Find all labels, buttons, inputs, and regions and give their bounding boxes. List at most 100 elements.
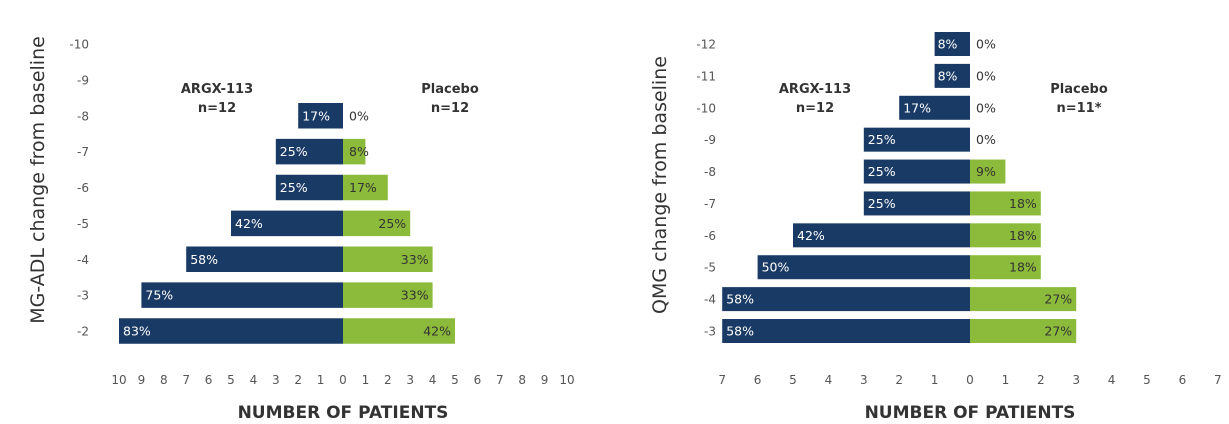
x-tick-label: 4 <box>1108 373 1116 387</box>
x-axis-title: NUMBER OF PATIENTS <box>865 403 1076 423</box>
qmg-chart: -12 -11 -10 -9 -8 -7 -6 -5 -4 -3 7 6 5 4 3 2 1 0 1 2 3 4 5 6 7 QM… <box>649 32 1222 423</box>
x-tick-label: 8 <box>160 373 168 387</box>
group-n-argx: n=12 <box>796 101 834 116</box>
bar-label-argx: 58% <box>726 292 754 307</box>
x-tick-label: 3 <box>860 373 868 387</box>
x-tick-label: 3 <box>1072 373 1080 387</box>
bar-argx <box>722 319 970 343</box>
y-tick-label: -8 <box>77 109 89 123</box>
x-tick-label: 2 <box>1037 373 1045 387</box>
x-tick-label: 7 <box>496 373 504 387</box>
bar-label-placebo: 25% <box>378 216 406 231</box>
x-tick-label: 3 <box>406 373 414 387</box>
y-tick-label: -3 <box>704 325 716 339</box>
group-n-argx: n=12 <box>198 101 236 116</box>
x-tick-label: 5 <box>227 373 235 387</box>
group-name-placebo: Placebo <box>1050 82 1108 97</box>
bar-label-placebo: 17% <box>349 180 377 195</box>
bar-label-argx: 75% <box>145 288 173 303</box>
bar-label-placebo: 0% <box>976 132 996 147</box>
x-tick-label: 1 <box>1002 373 1010 387</box>
x-tick-label: 7 <box>182 373 190 387</box>
x-tick-label: 3 <box>272 373 280 387</box>
bar-label-placebo: 33% <box>401 252 429 267</box>
bar-argx <box>119 318 343 344</box>
bar-label-argx: 25% <box>868 164 896 179</box>
x-tick-label: 4 <box>250 373 258 387</box>
bar-label-argx: 83% <box>123 324 151 339</box>
group-name-placebo: Placebo <box>421 82 479 97</box>
bar-label-placebo: 27% <box>1044 324 1072 339</box>
y-tick-label: -7 <box>704 197 716 211</box>
x-tick-label: 9 <box>138 373 146 387</box>
x-tick-label: 9 <box>541 373 549 387</box>
bar-label-argx: 58% <box>190 252 218 267</box>
mg-adl-chart: -10-9-8-7-6-5-4-3-210 9 8 7 6 5 4 3 2 1 0 1 2 3 4 5 6 7 8 9… <box>27 36 575 423</box>
y-tick-label: -2 <box>77 325 89 339</box>
bar-label-placebo: 27% <box>1044 292 1072 307</box>
bar-label-placebo: 33% <box>401 288 429 303</box>
y-tick-label: -4 <box>77 253 89 267</box>
y-tick-label: -5 <box>704 261 716 275</box>
x-tick-label: 5 <box>789 373 797 387</box>
bar-label-placebo: 0% <box>976 68 996 83</box>
y-tick-label: -4 <box>704 293 716 307</box>
y-tick-label: -6 <box>77 181 89 195</box>
x-tick-label: 10 <box>559 373 574 387</box>
x-tick-label: 7 <box>1214 373 1222 387</box>
x-tick-label: 2 <box>895 373 903 387</box>
x-tick-label: 6 <box>205 373 213 387</box>
y-tick-label: -11 <box>696 69 716 83</box>
bar-label-placebo: 42% <box>423 324 451 339</box>
y-tick-label: -9 <box>704 133 716 147</box>
bar-label-argx: 42% <box>797 228 825 243</box>
x-tick-label: 6 <box>474 373 482 387</box>
y-tick-label: -6 <box>704 229 716 243</box>
group-n-placebo: n=12 <box>431 101 469 116</box>
x-tick-label: 2 <box>384 373 392 387</box>
bar-label-argx: 50% <box>762 260 790 275</box>
x-tick-label: 1 <box>317 373 325 387</box>
x-tick-label: 1 <box>931 373 939 387</box>
bar-label-placebo: 0% <box>349 108 369 123</box>
y-tick-label: -3 <box>77 289 89 303</box>
x-tick-label: 5 <box>451 373 459 387</box>
bar-label-placebo: 8% <box>349 144 369 159</box>
group-name-argx: ARGX-113 <box>181 82 253 97</box>
bar-label-argx: 42% <box>235 216 263 231</box>
x-tick-label: 6 <box>1179 373 1187 387</box>
x-tick-label: 4 <box>429 373 437 387</box>
y-tick-label: -12 <box>696 38 716 52</box>
y-tick-label: -10 <box>696 101 716 115</box>
x-tick-label: 6 <box>754 373 762 387</box>
bar-label-placebo: 18% <box>1009 260 1037 275</box>
bar-label-argx: 17% <box>302 108 330 123</box>
y-axis-title: MG-ADL change from baseline <box>27 36 49 324</box>
y-axis-title: QMG change from baseline <box>649 56 671 314</box>
y-tick-label: -10 <box>69 38 89 52</box>
x-tick-label: 2 <box>294 373 302 387</box>
group-n-placebo: n=11* <box>1056 101 1101 116</box>
y-tick-label: -8 <box>704 165 716 179</box>
y-tick-label: -5 <box>77 217 89 231</box>
y-tick-label: -9 <box>77 73 89 87</box>
bar-argx <box>758 255 970 279</box>
y-tick-label: -7 <box>77 145 89 159</box>
x-tick-label: 10 <box>111 373 126 387</box>
bar-label-argx: 17% <box>903 100 931 115</box>
bar-label-argx: 25% <box>868 196 896 211</box>
x-tick-label: 4 <box>825 373 833 387</box>
bar-label-argx: 8% <box>938 37 958 52</box>
bar-label-argx: 25% <box>280 144 308 159</box>
bar-label-argx: 8% <box>938 68 958 83</box>
x-tick-label: 7 <box>718 373 726 387</box>
x-tick-label: 5 <box>1143 373 1151 387</box>
bar-label-placebo: 9% <box>976 164 996 179</box>
x-tick-label: 0 <box>339 373 347 387</box>
bar-label-argx: 58% <box>726 324 754 339</box>
bar-label-placebo: 0% <box>976 37 996 52</box>
bar-label-placebo: 18% <box>1009 196 1037 211</box>
x-tick-label: 1 <box>362 373 370 387</box>
x-tick-label: 0 <box>966 373 974 387</box>
